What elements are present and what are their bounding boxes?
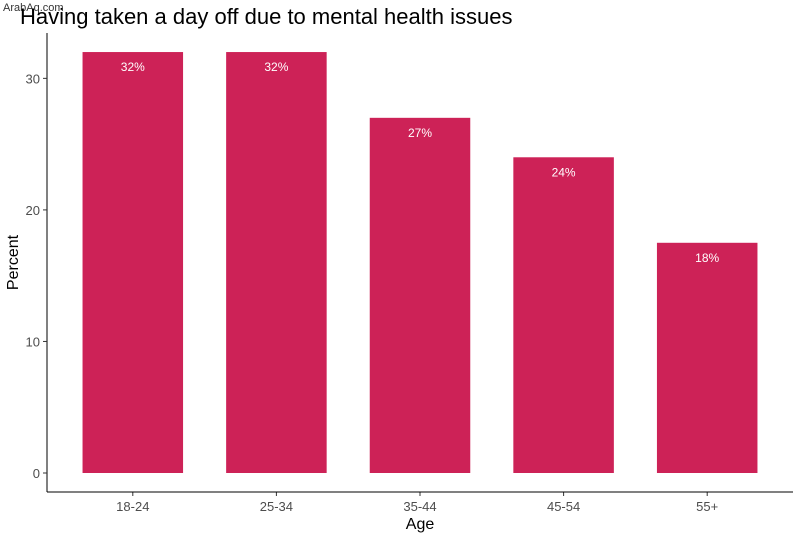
data-label-55+: 18% bbox=[695, 251, 719, 265]
watermark: ArabAq.com bbox=[3, 2, 64, 14]
bar-55+ bbox=[656, 242, 758, 473]
chart-title: Having taken a day off due to mental hea… bbox=[20, 4, 513, 29]
data-labels-layer: 32% 32% 27% 24% 18% bbox=[121, 60, 720, 265]
data-label-18-24: 32% bbox=[121, 60, 145, 74]
x-tick-label-35-44: 35-44 bbox=[403, 499, 436, 514]
y-tick-label-30: 30 bbox=[26, 71, 40, 86]
x-axis-title: Age bbox=[406, 516, 435, 533]
data-label-25-34: 32% bbox=[264, 60, 288, 74]
axes-layer: 18-24 25-34 35-44 45-54 55+ 0 10 20 30 bbox=[26, 33, 793, 514]
bar-18-24 bbox=[82, 52, 184, 474]
y-tick-label-0: 0 bbox=[33, 466, 40, 481]
data-label-45-54: 24% bbox=[552, 165, 576, 179]
x-tick-label-45-54: 45-54 bbox=[547, 499, 580, 514]
y-axis-title: Percent bbox=[5, 234, 22, 290]
bar-45-54 bbox=[513, 157, 614, 474]
x-tick-label-25-34: 25-34 bbox=[260, 499, 293, 514]
bars-layer bbox=[82, 52, 758, 474]
x-tick-label-55+: 55+ bbox=[696, 499, 718, 514]
y-tick-label-10: 10 bbox=[26, 334, 40, 349]
x-tick-label-18-24: 18-24 bbox=[116, 499, 149, 514]
bar-35-44 bbox=[369, 117, 471, 474]
y-tick-label-20: 20 bbox=[26, 203, 40, 218]
data-label-35-44: 27% bbox=[408, 126, 432, 140]
bar-25-34 bbox=[226, 52, 327, 474]
